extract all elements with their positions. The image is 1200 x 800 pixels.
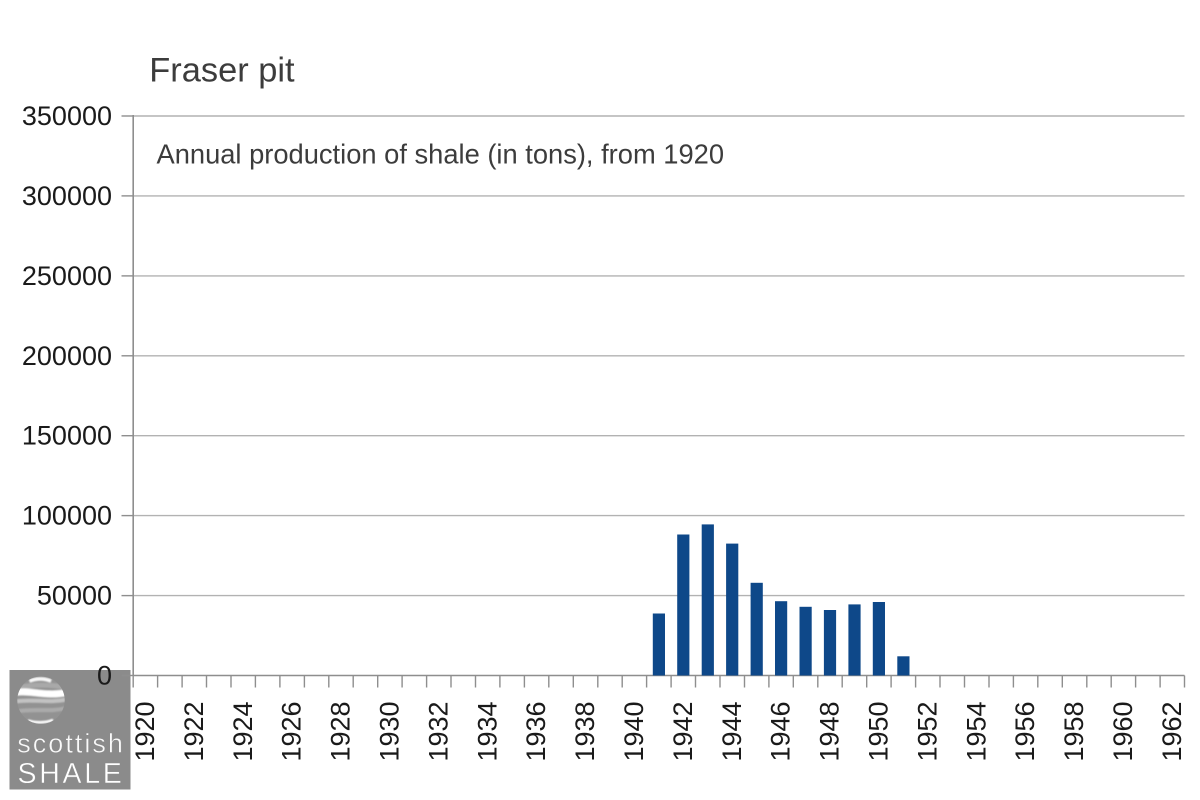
- svg-text:1924: 1924: [228, 701, 258, 761]
- svg-text:scottish: scottish: [17, 728, 125, 758]
- svg-text:1958: 1958: [1059, 701, 1089, 761]
- svg-text:1944: 1944: [717, 701, 747, 761]
- svg-text:SHALE: SHALE: [18, 758, 125, 790]
- svg-text:1960: 1960: [1108, 701, 1138, 761]
- svg-text:1954: 1954: [961, 701, 991, 761]
- svg-text:1930: 1930: [375, 701, 405, 761]
- svg-text:1938: 1938: [570, 701, 600, 761]
- svg-text:50000: 50000: [37, 581, 112, 611]
- svg-text:300000: 300000: [22, 181, 112, 211]
- svg-text:250000: 250000: [22, 261, 112, 291]
- svg-text:SHALE: SHALE: [18, 758, 125, 790]
- svg-text:150000: 150000: [22, 421, 112, 451]
- svg-text:1928: 1928: [326, 701, 356, 761]
- svg-text:Fraser pit: Fraser pit: [149, 52, 295, 90]
- svg-text:1934: 1934: [472, 701, 502, 761]
- svg-text:1932: 1932: [423, 701, 453, 761]
- svg-text:1950: 1950: [864, 701, 894, 761]
- svg-text:1948: 1948: [815, 701, 845, 761]
- svg-text:200000: 200000: [22, 341, 112, 371]
- svg-text:1926: 1926: [277, 701, 307, 761]
- svg-text:scottish: scottish: [17, 728, 125, 758]
- svg-text:1952: 1952: [912, 701, 942, 761]
- svg-text:1922: 1922: [179, 701, 209, 761]
- svg-text:1956: 1956: [1010, 701, 1040, 761]
- svg-text:350000: 350000: [22, 101, 112, 131]
- svg-text:Annual production of shale (in: Annual production of shale (in tons), fr…: [157, 139, 725, 170]
- svg-text:0: 0: [97, 661, 112, 691]
- svg-text:1936: 1936: [521, 701, 551, 761]
- svg-text:1962: 1962: [1157, 701, 1187, 761]
- svg-text:1920: 1920: [130, 701, 160, 761]
- svg-text:1946: 1946: [766, 701, 796, 761]
- svg-text:1940: 1940: [619, 701, 649, 761]
- svg-text:1942: 1942: [668, 701, 698, 761]
- svg-text:100000: 100000: [22, 501, 112, 531]
